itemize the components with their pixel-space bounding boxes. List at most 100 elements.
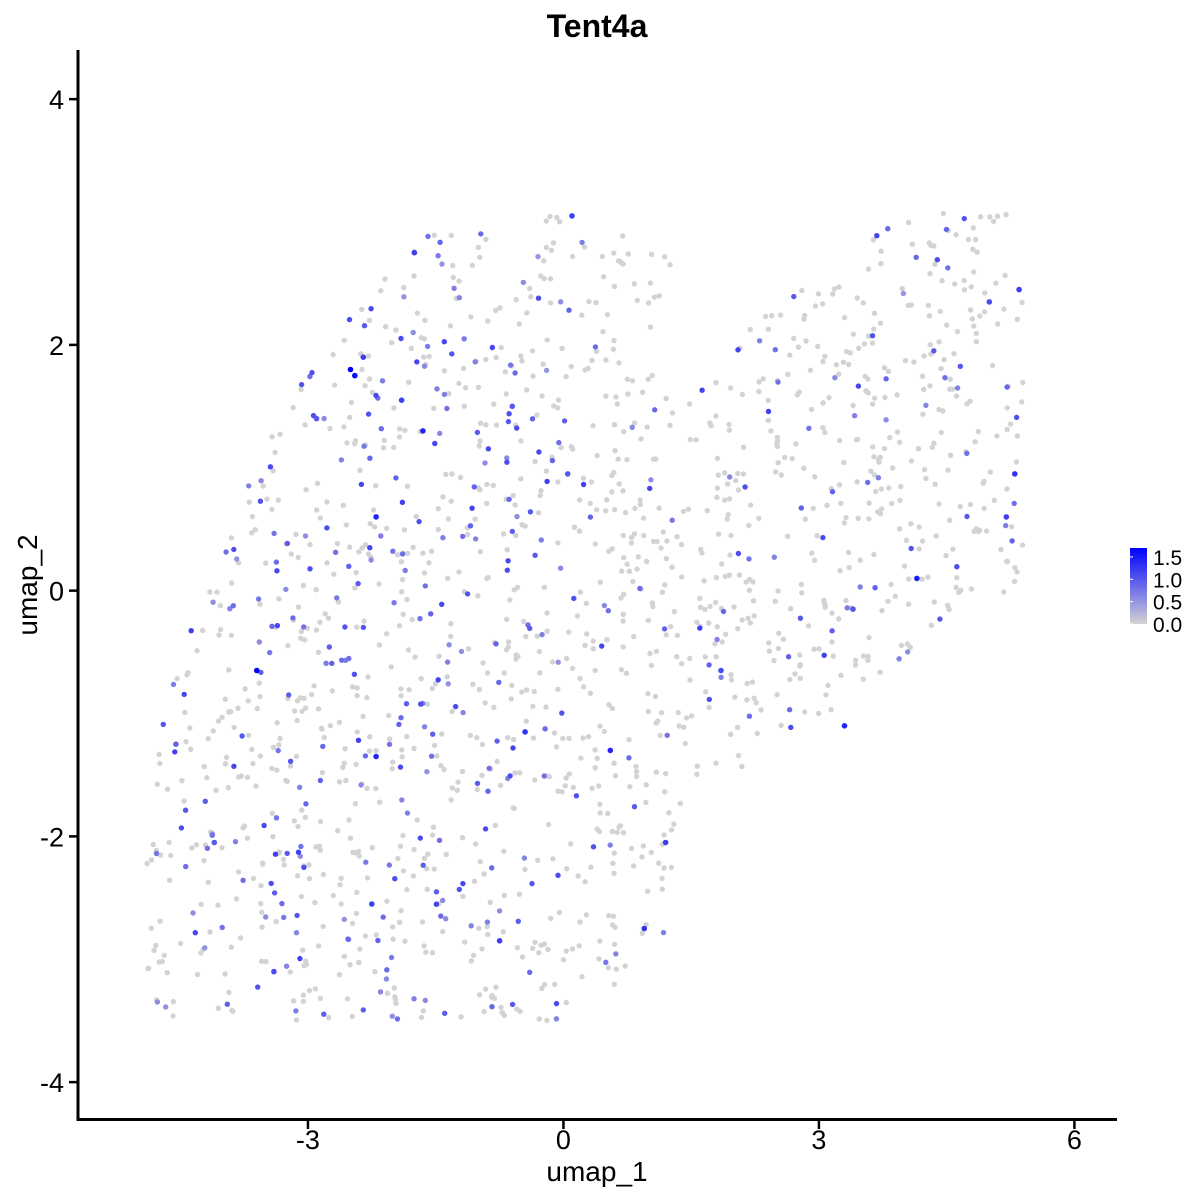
cell-point: [392, 994, 398, 1000]
cell-point: [536, 449, 542, 455]
cell-point: [829, 639, 835, 645]
cell-point: [504, 547, 510, 553]
cell-point: [207, 929, 213, 935]
cell-point: [420, 550, 426, 556]
cell-point: [901, 563, 908, 569]
cell-point: [532, 552, 538, 558]
cell-point: [355, 580, 361, 587]
cell-point: [228, 535, 235, 541]
cell-point: [256, 639, 262, 645]
cell-point: [331, 382, 338, 388]
cell-point: [430, 731, 436, 737]
cell-point: [379, 378, 386, 384]
cell-point: [787, 352, 793, 358]
cell-point: [671, 821, 677, 827]
cell-point: [260, 483, 266, 489]
cell-point: [502, 369, 508, 375]
cell-point: [290, 615, 296, 621]
cell-point: [715, 472, 721, 478]
cell-point: [746, 587, 753, 593]
cell-point: [376, 642, 383, 648]
cell-point: [302, 705, 309, 711]
cell-point: [393, 1000, 399, 1006]
cell-point: [284, 850, 290, 857]
cell-point: [417, 835, 423, 841]
cell-point-high: [1016, 286, 1022, 293]
cell-point: [436, 837, 443, 843]
cell-point: [507, 773, 513, 779]
cell-point: [483, 236, 489, 242]
cell-point: [588, 864, 594, 870]
cell-point: [293, 531, 299, 537]
cell-point: [390, 759, 396, 765]
cell-point: [245, 698, 251, 704]
cell-point: [687, 655, 693, 662]
y-tick-label: 4: [49, 85, 64, 115]
cell-point: [728, 677, 735, 683]
cell-point: [609, 546, 615, 552]
cell-point: [182, 807, 189, 813]
cell-point: [352, 438, 359, 444]
cell-point: [945, 467, 951, 473]
cell-point: [400, 832, 406, 839]
cell-point: [523, 718, 529, 724]
cell-point: [341, 337, 347, 344]
cell-point: [530, 735, 537, 741]
cell-point: [482, 700, 488, 706]
cell-point: [998, 546, 1004, 553]
cell-point: [451, 285, 457, 291]
cell-point: [950, 546, 956, 552]
cell-point: [205, 879, 211, 885]
cell-point: [694, 619, 700, 625]
cell-point: [940, 408, 946, 414]
cell-point: [555, 405, 561, 411]
cell-point: [970, 225, 976, 231]
cell-point: [360, 1007, 366, 1013]
cell-point: [751, 613, 757, 619]
cell-point: [656, 293, 662, 299]
colorbar-label: 0.5: [1153, 592, 1182, 615]
cell-point: [805, 623, 812, 629]
cell-point: [539, 631, 545, 638]
cell-point: [352, 801, 359, 807]
cell-point: [334, 540, 341, 547]
cell-point: [947, 452, 954, 458]
cell-point: [634, 297, 640, 304]
cell-point: [825, 682, 831, 689]
cell-point: [570, 784, 576, 791]
cell-point: [541, 773, 547, 779]
cell-point: [386, 741, 393, 747]
cell-point: [603, 959, 609, 965]
cell-point: [494, 758, 500, 765]
cell-point: [829, 610, 835, 616]
cell-point: [604, 312, 611, 318]
cell-point: [505, 418, 512, 425]
cell-point: [798, 581, 804, 588]
cell-point: [549, 457, 556, 464]
cell-point: [426, 560, 432, 566]
cell-point: [349, 920, 356, 927]
cell-point-high: [718, 667, 724, 674]
cell-point: [643, 799, 649, 806]
cell-point-high: [411, 249, 418, 256]
cell-point: [563, 948, 569, 954]
cell-point-high: [607, 747, 614, 754]
cell-point: [836, 482, 843, 488]
cell-point: [301, 864, 307, 870]
cell-point: [434, 753, 440, 759]
cell-point: [448, 621, 454, 627]
cell-point: [424, 769, 430, 775]
cell-point: [469, 262, 475, 269]
cell-point: [405, 647, 412, 653]
cell-point: [973, 236, 979, 243]
cell-point: [650, 456, 657, 462]
cell-point: [514, 425, 520, 431]
cell-point: [903, 537, 910, 543]
cell-point: [479, 741, 486, 748]
cell-point: [296, 784, 303, 790]
cell-point: [384, 631, 390, 637]
cell-point: [694, 771, 700, 777]
cell-point: [771, 657, 777, 664]
cell-point: [964, 450, 970, 457]
cell-point: [715, 531, 722, 537]
